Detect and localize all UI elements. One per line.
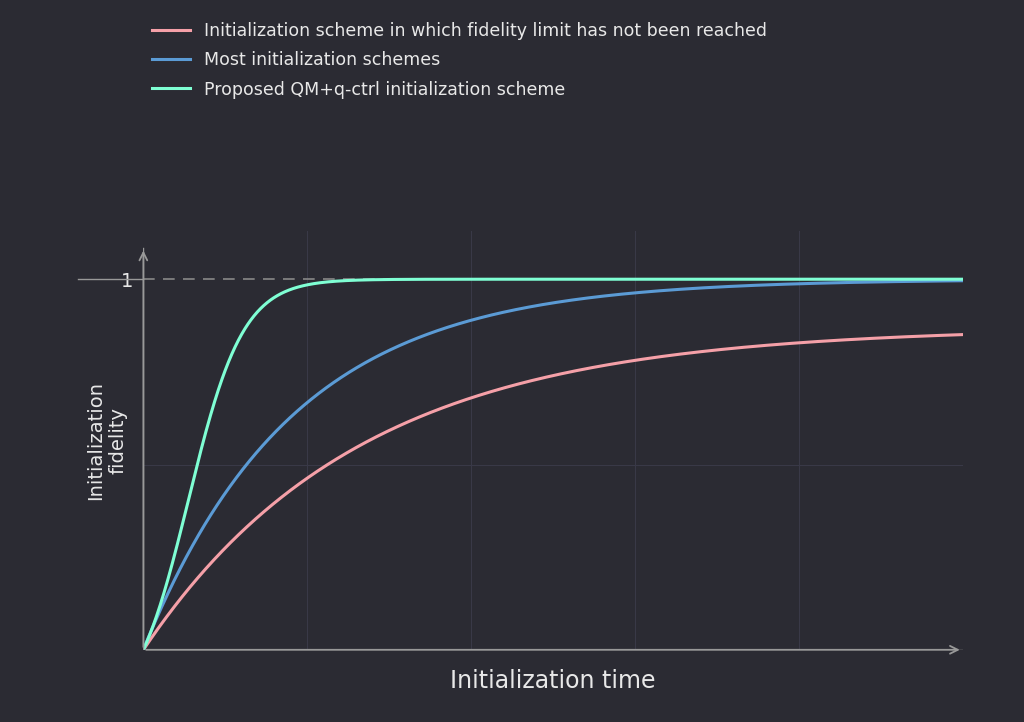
Legend: Initialization scheme in which fidelity limit has not been reached, Most initial: Initialization scheme in which fidelity …	[152, 22, 767, 98]
Y-axis label: Initialization
fidelity: Initialization fidelity	[86, 381, 127, 500]
X-axis label: Initialization time: Initialization time	[451, 669, 655, 693]
